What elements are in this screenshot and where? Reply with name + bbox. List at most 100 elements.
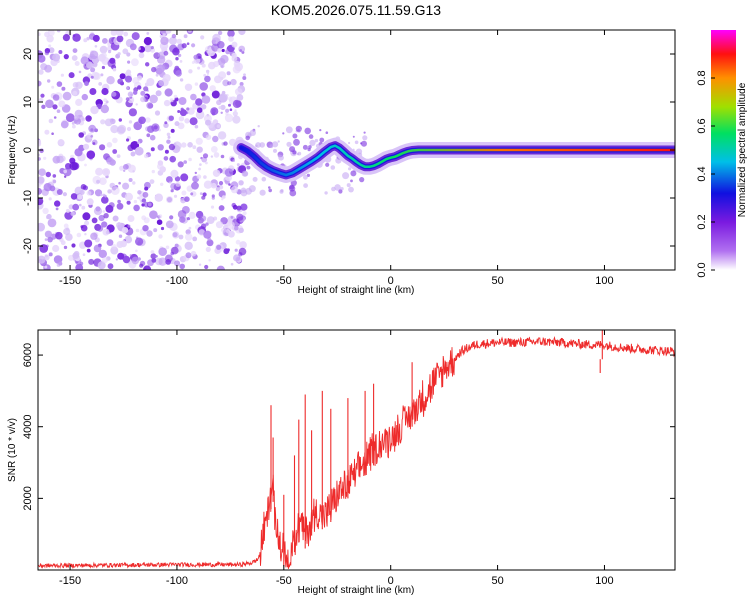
noise-speckle (210, 155, 214, 158)
noise-speckle (93, 72, 101, 80)
noise-speckle (75, 98, 83, 106)
halo-speckle (331, 186, 336, 192)
noise-speckle (184, 241, 193, 250)
noise-speckle (135, 249, 138, 253)
noise-speckle (80, 225, 84, 229)
colorbar-tick-label: 0.0 (696, 262, 708, 277)
noise-speckle (201, 195, 206, 200)
noise-speckle (201, 63, 206, 68)
halo-speckle (354, 140, 359, 145)
noise-speckle (54, 200, 61, 207)
noise-speckle (232, 115, 241, 124)
halo-speckle (282, 132, 285, 135)
noise-speckle (57, 139, 64, 146)
noise-speckle (137, 196, 140, 200)
noise-speckle (121, 227, 129, 234)
noise-speckle (240, 203, 248, 211)
halo-speckle (346, 183, 351, 188)
noise-speckle (217, 131, 227, 140)
noise-speckle (98, 214, 105, 222)
noise-speckle (101, 196, 109, 204)
halo-speckle (245, 187, 253, 195)
noise-speckle (238, 227, 244, 233)
snr-frame (37, 329, 676, 571)
y-tick-label: 20 (22, 48, 34, 60)
noise-speckle (212, 61, 220, 68)
noise-speckle (123, 169, 126, 172)
noise-speckle (38, 80, 42, 87)
noise-speckle (111, 244, 117, 250)
noise-speckle (107, 263, 114, 270)
noise-speckle (203, 180, 213, 189)
snr-line (38, 335, 675, 570)
noise-speckle (48, 47, 55, 54)
noise-speckle (216, 265, 225, 270)
noise-speckle (106, 142, 113, 148)
noise-speckle (62, 91, 72, 101)
halo-speckle (325, 162, 330, 167)
noise-speckle (170, 128, 175, 133)
noise-speckle (145, 117, 151, 123)
noise-speckle (80, 56, 89, 65)
noise-speckle (106, 239, 114, 247)
noise-speckle (115, 258, 119, 261)
noise-speckle (130, 151, 136, 157)
noise-speckle (74, 148, 83, 157)
noise-speckle (235, 100, 242, 108)
noise-speckle (71, 243, 76, 248)
noise-speckle (110, 186, 120, 196)
noise-speckle (165, 254, 173, 263)
noise-speckle (117, 78, 124, 85)
noise-speckle (187, 30, 192, 33)
noise-speckle (163, 122, 169, 128)
noise-speckle (100, 119, 106, 125)
x-tick-label: -150 (59, 575, 81, 587)
noise-speckle (146, 230, 153, 237)
noise-speckle (218, 181, 224, 186)
noise-speckle (135, 228, 140, 233)
noise-speckle (88, 258, 95, 265)
noise-speckle (122, 48, 129, 55)
halo-speckle (308, 145, 312, 149)
colorbar-label: Normalized spectral amplitude (737, 82, 748, 217)
halo-speckle (299, 128, 302, 131)
noise-speckle (211, 90, 220, 99)
colorbar-tick-label: 0.8 (696, 70, 708, 85)
noise-speckle (131, 256, 140, 265)
noise-speckle (184, 196, 190, 202)
noise-speckle (228, 36, 234, 42)
noise-speckle (44, 254, 50, 261)
noise-speckle (78, 132, 84, 138)
noise-speckle (128, 178, 133, 182)
noise-speckle (171, 33, 177, 39)
noise-speckle (84, 163, 87, 167)
colorbar-tick-label: 0.2 (696, 214, 708, 229)
noise-speckle (52, 104, 58, 110)
noise-speckle (175, 181, 181, 187)
noise-speckle (232, 159, 235, 162)
noise-speckle (177, 110, 181, 113)
noise-speckle (190, 250, 197, 257)
snr-content (38, 330, 675, 570)
noise-speckle (97, 261, 106, 270)
noise-speckle (230, 78, 237, 86)
noise-speckle (140, 96, 146, 103)
y-tick-label: 4000 (22, 414, 34, 438)
noise-speckle (102, 38, 108, 44)
noise-speckle (99, 144, 106, 151)
halo-speckle (289, 184, 295, 190)
noise-speckle (192, 145, 197, 150)
halo-speckle (273, 148, 277, 153)
halo-speckle (363, 131, 366, 134)
noise-speckle (47, 236, 53, 243)
colorbar: 0.0 0.2 0.4 0.6 0.8 Normalized spectral ampl… (696, 30, 748, 278)
noise-speckle (157, 144, 164, 151)
noise-speckle (82, 253, 86, 256)
noise-speckle (110, 125, 119, 134)
noise-speckle (44, 230, 53, 238)
noise-speckle (53, 116, 57, 119)
noise-speckle (51, 85, 55, 89)
noise-speckle (193, 54, 199, 60)
noise-speckle (180, 173, 189, 182)
noise-speckle (38, 157, 41, 161)
